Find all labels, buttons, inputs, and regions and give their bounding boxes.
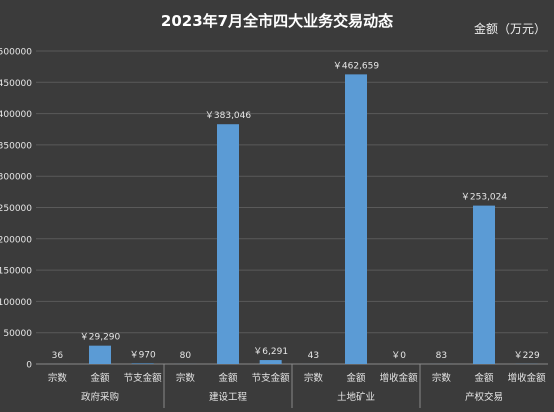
y-tick-label: 500000 <box>0 48 32 58</box>
group-label: 产权交易 <box>465 391 503 403</box>
data-label: ￥6,291 <box>253 347 288 357</box>
x-tick-label: 宗数 <box>48 372 68 384</box>
y-tick-label: 50000 <box>3 329 32 339</box>
group-label: 土地矿业 <box>337 391 375 403</box>
x-tick-label: 宗数 <box>176 372 196 384</box>
chart-title: 2023年7月全市四大业务交易动态 <box>160 12 394 30</box>
data-label: ￥29,290 <box>80 333 121 343</box>
bar <box>473 205 495 364</box>
x-tick-label: 增收金额 <box>380 372 419 384</box>
bar <box>89 345 111 364</box>
x-tick-label: 金额 <box>474 372 494 384</box>
y-tick-label: 200000 <box>0 235 32 245</box>
data-label: 43 <box>308 351 319 361</box>
y-tick-label: 300000 <box>0 173 32 183</box>
x-tick-label: 金额 <box>218 372 238 384</box>
data-label: ￥462,659 <box>333 61 379 71</box>
y-tick-label: 450000 <box>0 79 32 89</box>
x-tick-label: 节支金额 <box>252 372 291 384</box>
data-label: ￥970 <box>130 350 156 360</box>
x-tick-label: 增收金额 <box>508 372 547 384</box>
unit-note: 金额（万元） <box>473 22 546 36</box>
data-label: 36 <box>52 351 64 361</box>
x-tick-label: 节支金额 <box>124 372 163 384</box>
y-tick-label: 400000 <box>0 110 32 120</box>
y-tick-label: 250000 <box>0 204 32 214</box>
y-tick-label: 350000 <box>0 141 32 151</box>
bar <box>259 360 282 364</box>
x-tick-label: 金额 <box>90 372 110 384</box>
bar <box>131 363 154 364</box>
bar <box>217 124 239 365</box>
y-tick-label: 0 <box>26 361 32 371</box>
data-label: ￥383,046 <box>205 111 251 121</box>
y-tick-label: 150000 <box>0 267 32 277</box>
group-label: 建设工程 <box>209 391 248 403</box>
data-label: 83 <box>436 351 447 361</box>
data-label: ￥253,024 <box>461 193 507 203</box>
x-tick-label: 金额 <box>346 372 366 384</box>
x-tick-label: 宗数 <box>432 372 452 384</box>
data-label: ￥0 <box>391 351 406 361</box>
data-label: 80 <box>180 351 192 361</box>
group-label: 政府采购 <box>81 391 119 403</box>
bar <box>345 74 367 365</box>
data-label: ￥229 <box>514 351 540 361</box>
x-tick-label: 宗数 <box>304 372 324 384</box>
y-tick-label: 100000 <box>0 298 32 308</box>
